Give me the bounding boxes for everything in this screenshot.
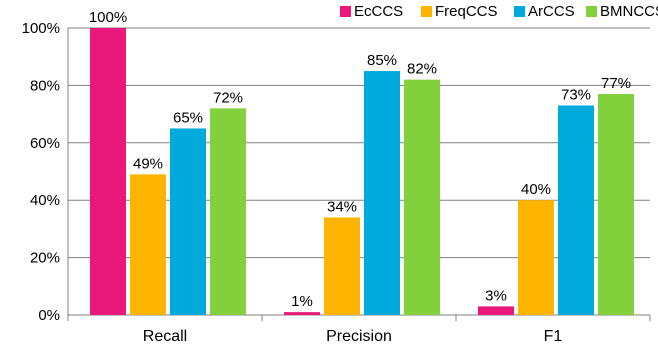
y-tick-label: 80% — [30, 77, 60, 94]
legend-label: ArCCS — [528, 3, 575, 20]
y-tick-label: 100% — [22, 20, 60, 37]
bar-freqccs-precision — [324, 217, 360, 315]
legend-item-freqccs: FreqCCS — [421, 3, 498, 20]
legend-label: EcCCS — [354, 3, 403, 20]
data-label: 34% — [327, 198, 357, 215]
legend-label: BMNCCS — [600, 3, 658, 20]
y-tick-label: 0% — [38, 307, 60, 324]
bar-ecccs-recall — [90, 28, 126, 315]
bar-arccs-precision — [364, 71, 400, 315]
legend-item-arccs: ArCCS — [514, 3, 575, 20]
bar-arccs-f1 — [558, 105, 594, 316]
legend-label: FreqCCS — [435, 3, 498, 20]
data-label: 85% — [367, 52, 397, 69]
bar-arccs-recall — [170, 128, 206, 315]
bar-ecccs-precision — [284, 312, 320, 315]
bar-bmnccs-precision — [404, 79, 440, 315]
axes: 0% 20% 40% 60% 80% 100% Recall Precision F1 — [22, 20, 651, 345]
legend-swatch — [421, 6, 432, 17]
bars — [90, 28, 634, 316]
y-tick-label: 20% — [30, 250, 60, 267]
bar-freqccs-recall — [130, 174, 166, 315]
data-label: 40% — [521, 181, 551, 198]
data-label: 65% — [173, 109, 203, 126]
x-category-label: F1 — [544, 328, 563, 345]
legend-swatch — [586, 6, 597, 17]
data-label: 100% — [89, 9, 127, 26]
legend-item-bmnccs: BMNCCS — [586, 3, 658, 20]
data-label: 49% — [133, 155, 163, 172]
legend: EcCCS FreqCCS ArCCS BMNCCS — [340, 3, 658, 20]
bar-ecccs-f1 — [478, 306, 514, 315]
legend-item-ecccs: EcCCS — [340, 3, 403, 20]
data-label: 82% — [407, 61, 437, 78]
data-label: 77% — [601, 75, 631, 92]
y-tick-label: 40% — [30, 192, 60, 209]
legend-swatch — [514, 6, 525, 17]
x-category-label: Precision — [326, 328, 392, 345]
data-label: 72% — [213, 89, 243, 106]
data-labels: 100% 49% 65% 72% 1% 34% 85% 82% 3% 40% 73% 77% — [89, 9, 631, 310]
data-label: 73% — [561, 86, 591, 103]
bar-freqccs-f1 — [518, 200, 554, 315]
bar-bmnccs-recall — [210, 108, 246, 315]
y-tick-label: 60% — [30, 135, 60, 152]
x-category-label: Recall — [143, 328, 187, 345]
legend-swatch — [340, 6, 351, 17]
data-label: 1% — [291, 293, 313, 310]
bar-bmnccs-f1 — [598, 94, 634, 315]
data-label: 3% — [485, 287, 507, 304]
